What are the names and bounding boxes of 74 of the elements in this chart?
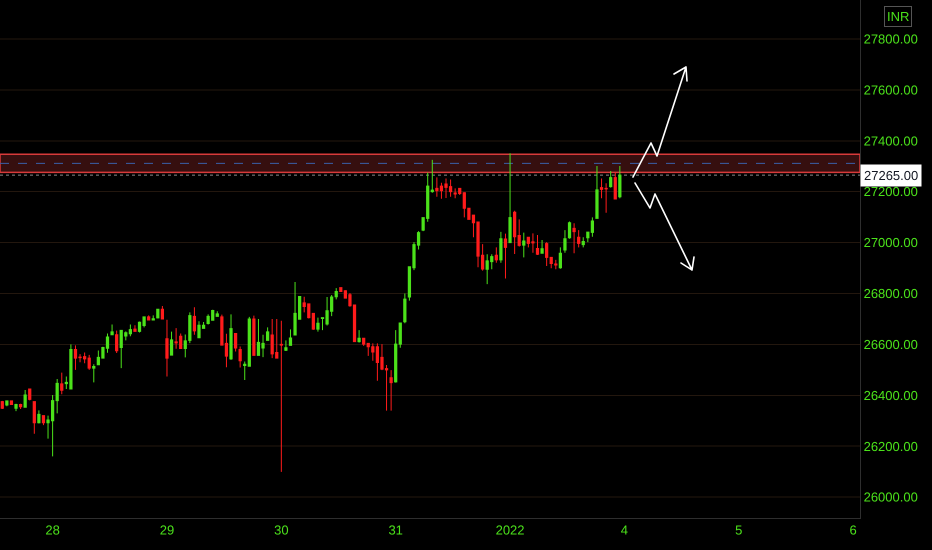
candlestick xyxy=(558,246,562,270)
y-tick-label: 27000.00 xyxy=(864,235,918,250)
x-tick-label: 29 xyxy=(160,522,174,538)
candlestick xyxy=(5,400,8,407)
y-tick-label: 26400.00 xyxy=(864,388,918,403)
candlestick xyxy=(280,320,283,472)
candlestick xyxy=(133,324,137,332)
candlestick xyxy=(357,330,361,344)
candlestick xyxy=(390,370,393,412)
candlestick xyxy=(568,220,572,240)
candlestick xyxy=(494,246,498,264)
text: INR xyxy=(887,9,910,24)
candlestick xyxy=(138,320,142,333)
candlestick xyxy=(522,232,526,258)
candlestick xyxy=(572,222,576,254)
ref-line-label: 27265.00 xyxy=(864,168,918,183)
candlestick xyxy=(92,364,96,383)
candlestick xyxy=(24,389,27,408)
y-tick-label: 27800.00 xyxy=(864,32,918,46)
candlestick xyxy=(444,178,448,199)
candlestick xyxy=(540,240,544,254)
candlestick xyxy=(234,332,238,352)
y-tick-label: 27200.00 xyxy=(864,184,918,200)
candlestick xyxy=(60,372,64,395)
candlestick xyxy=(165,319,169,377)
y-tick-label: 26600.00 xyxy=(864,336,918,352)
candlestick xyxy=(42,415,46,426)
candlestick xyxy=(74,344,78,370)
x-tick-label: 6 xyxy=(850,522,857,538)
candlestick xyxy=(508,152,512,244)
candlestick xyxy=(609,170,612,188)
candlestick xyxy=(32,401,36,434)
candlestick xyxy=(316,317,320,332)
candlestick xyxy=(284,340,288,352)
candlestick xyxy=(266,326,270,342)
candlestick xyxy=(618,165,622,199)
y-tick-label: 26200.00 xyxy=(864,438,918,454)
y-tick-label: 26800.00 xyxy=(864,286,918,302)
candlestick xyxy=(110,324,114,336)
candlestick xyxy=(28,388,32,401)
y-tick-label: 27600.00 xyxy=(864,82,918,98)
candlestick xyxy=(256,318,260,356)
candlestick xyxy=(595,165,599,220)
candlestick xyxy=(577,230,580,248)
candlestick xyxy=(0,400,4,410)
x-tick-label: 28 xyxy=(45,522,60,538)
candlestick xyxy=(403,292,406,324)
candlestick xyxy=(14,403,18,412)
x-tick-label: 30 xyxy=(274,522,289,538)
candlestick xyxy=(18,403,22,410)
candlestick xyxy=(197,320,201,339)
candlestick xyxy=(147,314,150,320)
y-tick-label: 26000.00 xyxy=(864,490,918,505)
candlestick xyxy=(192,306,196,336)
candlestick xyxy=(170,331,174,356)
y-tick-label: 27400.00 xyxy=(864,133,918,148)
x-tick-label: 5 xyxy=(735,522,742,538)
candlestick xyxy=(160,305,164,320)
x-tick-label: 31 xyxy=(388,522,403,538)
candlestick xyxy=(252,315,256,356)
candlestick xyxy=(448,178,452,198)
candlestick xyxy=(288,328,292,346)
candlestick xyxy=(37,410,40,424)
candlestick xyxy=(614,172,617,200)
x-tick-label: 4 xyxy=(620,522,628,538)
x-tick-label: 2022 xyxy=(496,522,525,538)
candlestick xyxy=(238,346,242,368)
candlestick xyxy=(229,314,233,360)
candlestick xyxy=(536,234,540,256)
candlestick xyxy=(504,233,508,279)
candlestick xyxy=(582,236,585,248)
candlestick xyxy=(499,231,503,264)
candlestick xyxy=(115,330,118,354)
candlestick xyxy=(563,230,567,254)
